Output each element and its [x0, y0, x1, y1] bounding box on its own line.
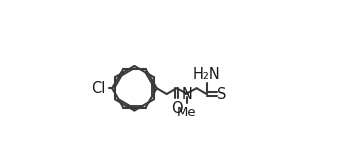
Text: N: N	[181, 86, 192, 102]
Text: Me: Me	[177, 106, 196, 119]
Text: Cl: Cl	[91, 81, 105, 96]
Text: S: S	[217, 86, 227, 102]
Text: H₂N: H₂N	[193, 67, 221, 82]
Text: O: O	[171, 101, 182, 115]
